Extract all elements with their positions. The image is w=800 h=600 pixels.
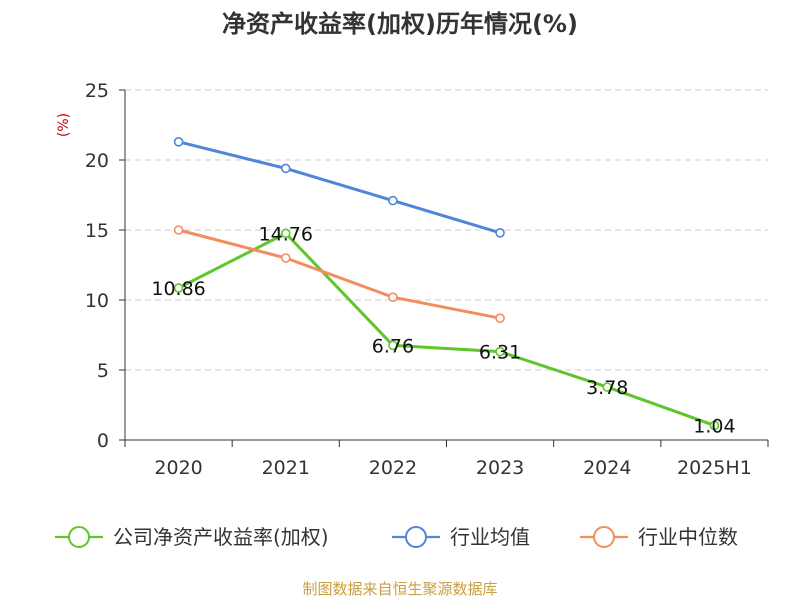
legend-marker-1 <box>405 526 427 548</box>
x-tick-label: 2020 <box>154 457 202 479</box>
data-point <box>280 253 291 263</box>
y-tick-label: 10 <box>85 290 109 312</box>
y-tick-label: 0 <box>97 430 109 452</box>
y-tick-label: 20 <box>85 150 109 172</box>
y-tick-label: 5 <box>97 360 109 382</box>
legend-marker-0 <box>68 526 90 548</box>
x-tick-label: 2022 <box>369 457 417 479</box>
y-axis-unit-label: (%) <box>56 113 72 137</box>
source-note: 制图数据来自恒生聚源数据库 <box>302 580 497 598</box>
data-label: 6.31 <box>479 342 521 364</box>
legend-label-0: 公司净资产收益率(加权) <box>113 525 329 549</box>
data-point <box>495 313 505 324</box>
data-label: 3.78 <box>586 377 628 399</box>
data-label: 14.76 <box>259 223 313 245</box>
data-point <box>388 195 398 206</box>
series-line-2 <box>178 228 501 320</box>
legend: 公司净资产收益率(加权) 行业均值 行业中位数 <box>55 525 738 549</box>
series-line-0 <box>177 231 715 427</box>
data-label: 10.86 <box>151 278 205 300</box>
data-point <box>495 346 505 357</box>
x-tick-label: 2024 <box>583 457 631 479</box>
series-lines <box>173 137 720 431</box>
chart-title: 净资产收益率(加权)历年情况(%) <box>222 10 578 38</box>
data-point <box>280 228 291 239</box>
legend-marker-2 <box>593 526 615 548</box>
legend-label-2: 行业中位数 <box>638 525 738 549</box>
data-point <box>495 228 505 238</box>
x-tick-label: 2021 <box>262 457 310 479</box>
axes: 0 5 10 15 20 25 2020 2021 2022 2023 2024 2025H1 <box>85 80 769 479</box>
series-line-1 <box>178 140 501 235</box>
data-point <box>280 163 291 174</box>
data-labels: 10.86 14.76 6.76 6.31 3.78 1.04 <box>151 223 735 437</box>
x-tick-label: 2023 <box>476 457 524 479</box>
y-tick-label: 25 <box>85 80 109 102</box>
data-point <box>173 137 184 147</box>
data-label: 6.76 <box>372 335 414 357</box>
data-point <box>709 420 720 431</box>
data-point <box>602 382 613 392</box>
data-label: 1.04 <box>693 415 735 437</box>
data-point <box>388 340 398 351</box>
grid-lines <box>125 89 768 371</box>
data-point <box>388 292 398 303</box>
data-point <box>173 225 184 235</box>
x-tick-label: 2025H1 <box>677 457 752 479</box>
y-tick-label: 15 <box>85 220 109 242</box>
legend-label-1: 行业均值 <box>450 525 530 549</box>
data-point <box>173 283 184 293</box>
